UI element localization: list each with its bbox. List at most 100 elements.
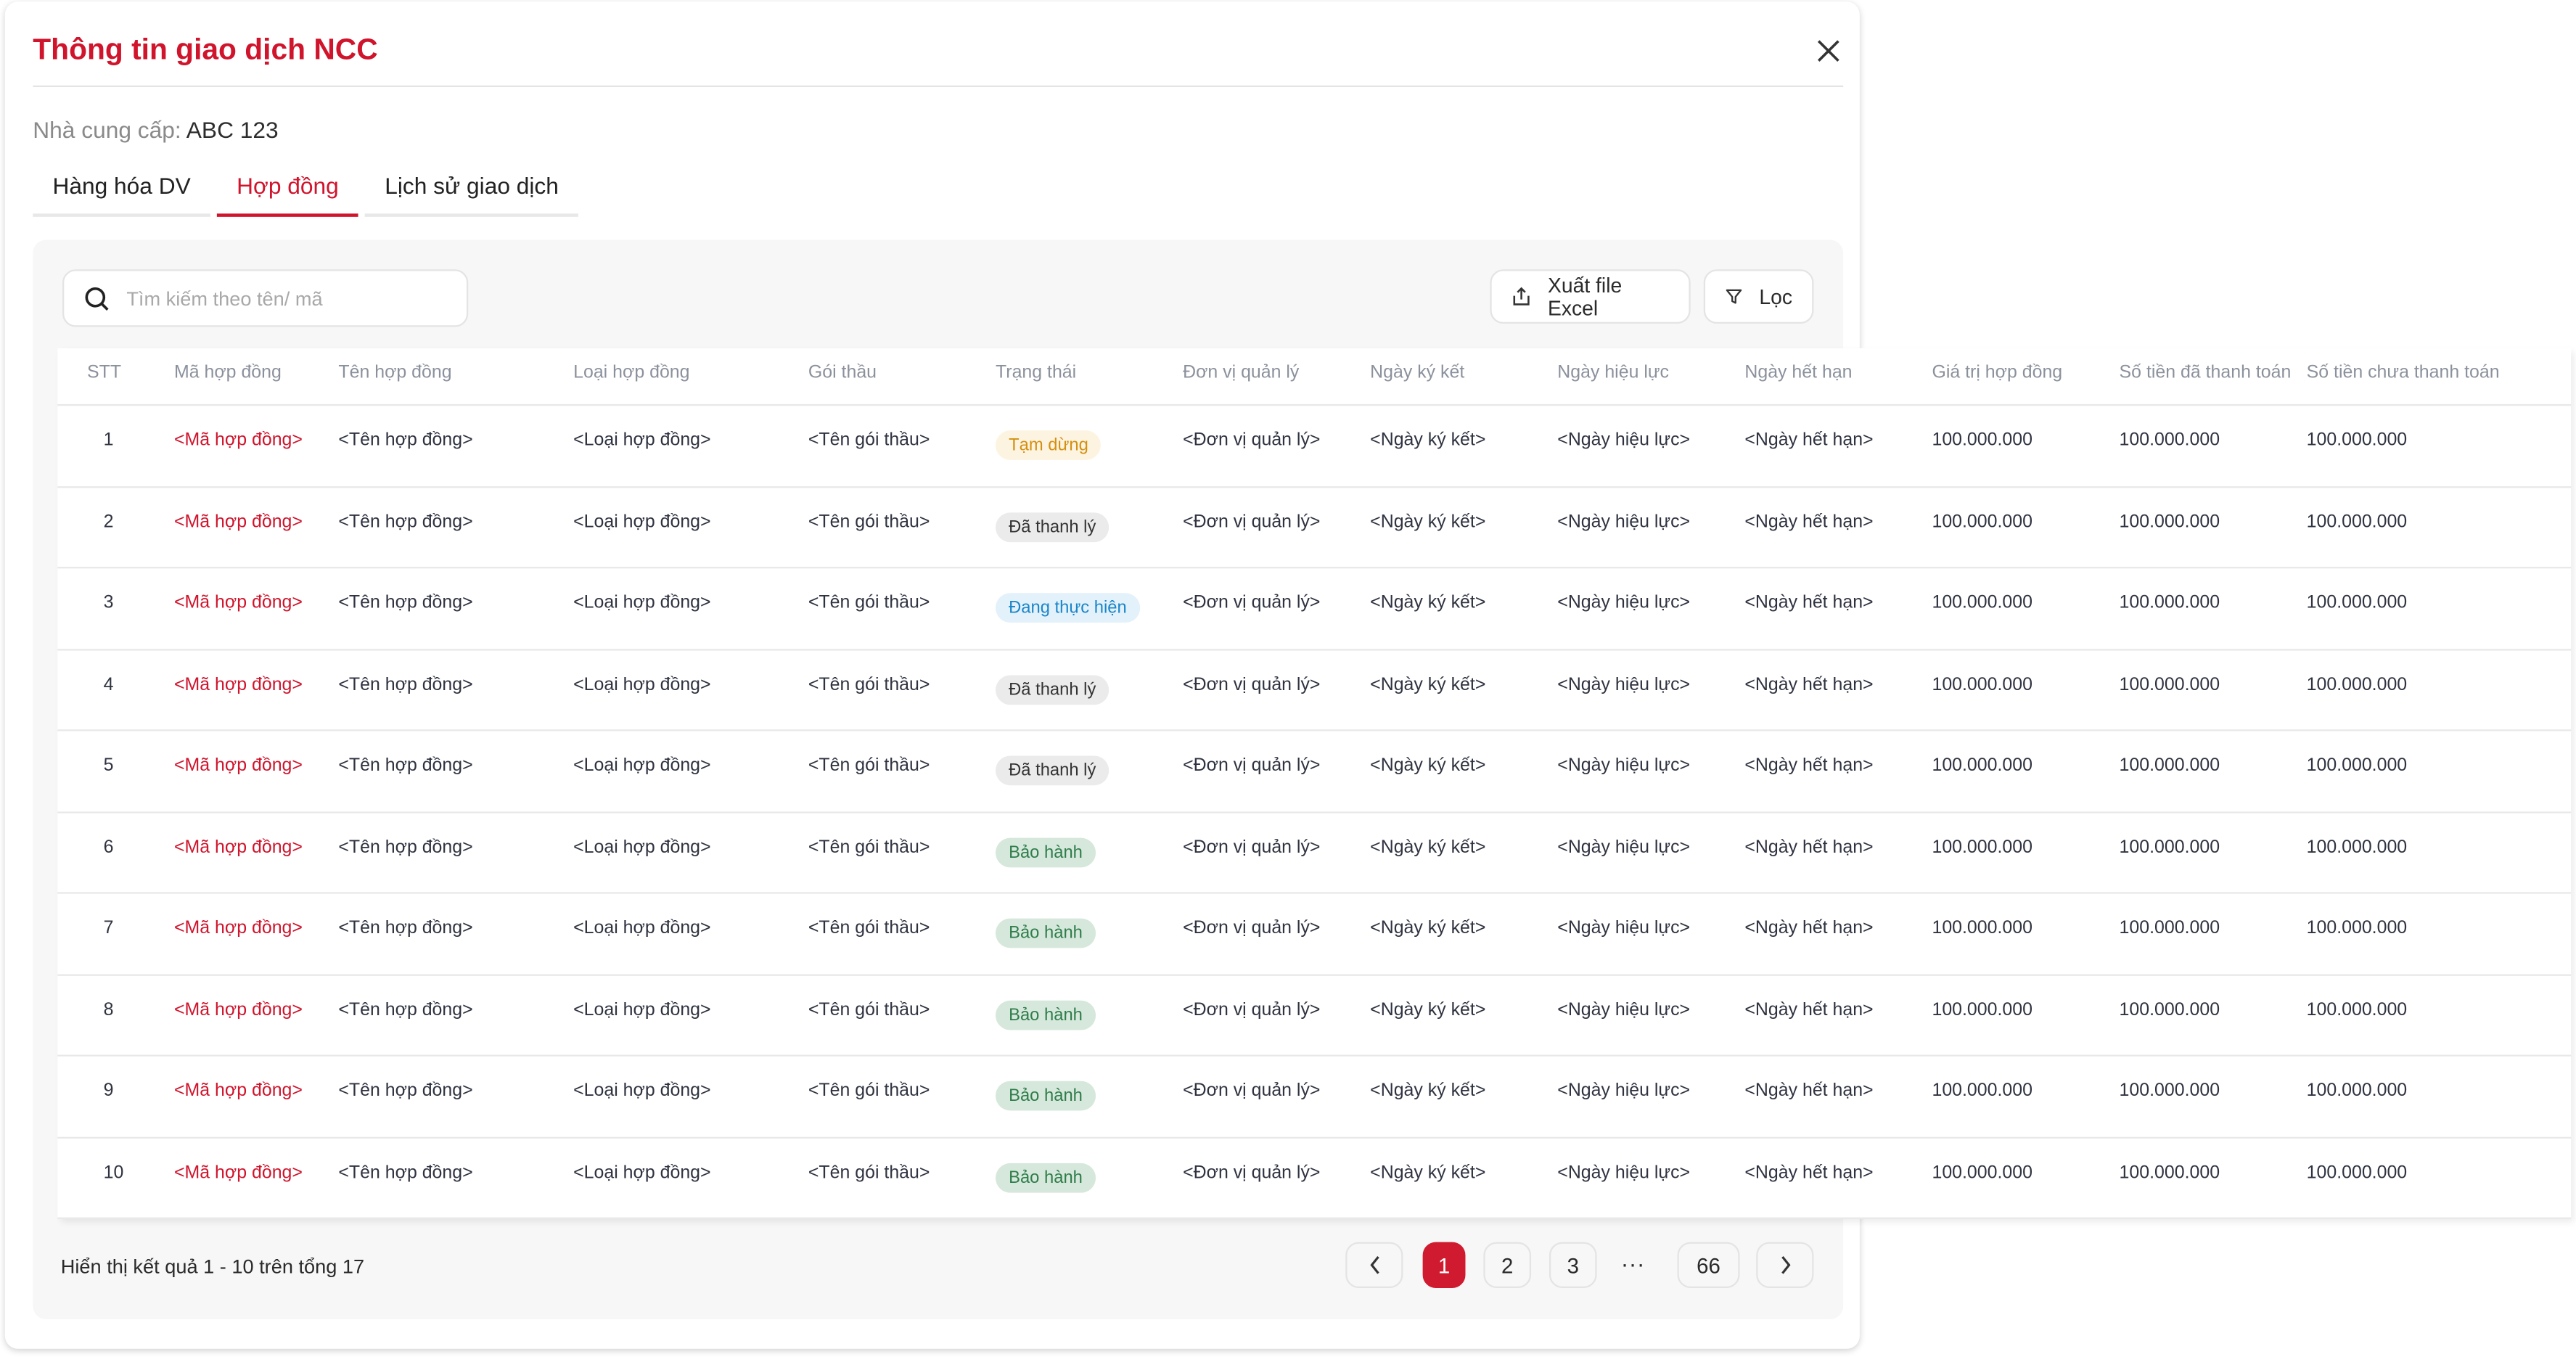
table-row[interactable]: 3 <Mã hợp đồng> <Tên hợp đồng> <Loại hợp đồ…	[57, 568, 2572, 650]
column-header-paid-amount: Số tiền đã thanh toán	[2119, 363, 2292, 383]
cell-unpaid-amount: 100.000.000	[2306, 1162, 2408, 1182]
cell-contract-code[interactable]: <Mã hợp đồng>	[173, 837, 303, 857]
tab-goods-services[interactable]: Hàng hóa DV	[33, 173, 210, 217]
cell-unpaid-amount: 100.000.000	[2306, 837, 2408, 857]
search-box[interactable]	[62, 269, 469, 327]
cell-paid-amount: 100.000.000	[2119, 674, 2220, 694]
cell-contract-type: <Loại hợp đồng>	[573, 755, 711, 776]
cell-unpaid-amount: 100.000.000	[2306, 512, 2408, 532]
next-page-button[interactable]	[1756, 1242, 1814, 1288]
cell-expiry-date: <Ngày hết hạn>	[1744, 999, 1874, 1020]
cell-contract-type: <Loại hợp đồng>	[573, 1081, 711, 1101]
cell-management-unit: <Đơn vị quản lý>	[1183, 674, 1321, 694]
table-row[interactable]: 5 <Mã hợp đồng> <Tên hợp đồng> <Loại hợp đồ…	[57, 731, 2572, 813]
cell-sign-date: <Ngày ký kết>	[1370, 1162, 1486, 1182]
cell-stt: 10	[103, 1162, 124, 1182]
cell-package: <Tên gói thầu>	[808, 1081, 930, 1101]
last-page-button[interactable]: 66	[1677, 1242, 1740, 1288]
cell-unpaid-amount: 100.000.000	[2306, 430, 2408, 451]
status-badge: Tạm dừng	[995, 430, 1102, 460]
column-header-expiry-date: Ngày hết hạn	[1744, 363, 1853, 383]
cell-expiry-date: <Ngày hết hạn>	[1744, 755, 1874, 776]
cell-effective-date: <Ngày hiệu lực>	[1557, 999, 1691, 1020]
filter-icon	[1726, 289, 1742, 304]
cell-expiry-date: <Ngày hết hạn>	[1744, 593, 1874, 613]
table-row[interactable]: 10 <Mã hợp đồng> <Tên hợp đồng> <Loại hợp đ…	[57, 1138, 2572, 1219]
status-badge: Bảo hành	[995, 837, 1096, 867]
chevron-left-icon	[1369, 1255, 1379, 1274]
supplier-info: Nhà cung cấp: ABC 123	[33, 117, 278, 143]
cell-contract-value: 100.000.000	[1932, 593, 2033, 613]
cell-package: <Tên gói thầu>	[808, 918, 930, 938]
status-badge: Bảo hành	[995, 918, 1096, 948]
cell-contract-type: <Loại hợp đồng>	[573, 593, 711, 613]
supplier-label: Nhà cung cấp:	[33, 116, 181, 143]
status-badge: Đã thanh lý	[995, 674, 1109, 705]
cell-unpaid-amount: 100.000.000	[2306, 674, 2408, 694]
cell-contract-name: <Tên hợp đồng>	[338, 918, 473, 938]
cell-contract-code[interactable]: <Mã hợp đồng>	[173, 1081, 303, 1101]
page-2-button[interactable]: 2	[1483, 1242, 1532, 1288]
cell-stt: 2	[103, 512, 114, 532]
cell-contract-value: 100.000.000	[1932, 674, 2033, 694]
cell-package: <Tên gói thầu>	[808, 999, 930, 1020]
cell-contract-code[interactable]: <Mã hợp đồng>	[173, 430, 303, 451]
cell-paid-amount: 100.000.000	[2119, 837, 2220, 857]
table-row[interactable]: 4 <Mã hợp đồng> <Tên hợp đồng> <Loại hợp đồ…	[57, 649, 2572, 731]
tab-transaction-history[interactable]: Lịch sử giao dịch	[365, 173, 579, 217]
cell-contract-code[interactable]: <Mã hợp đồng>	[173, 755, 303, 776]
cell-contract-code[interactable]: <Mã hợp đồng>	[173, 593, 303, 613]
column-header-contract-code: Mã hợp đồng	[173, 363, 282, 383]
cell-management-unit: <Đơn vị quản lý>	[1183, 593, 1321, 613]
prev-page-button[interactable]	[1345, 1242, 1403, 1288]
search-input[interactable]	[123, 284, 443, 312]
page-3-button[interactable]: 3	[1549, 1242, 1597, 1288]
cell-contract-code[interactable]: <Mã hợp đồng>	[173, 1162, 303, 1182]
table-row[interactable]: 8 <Mã hợp đồng> <Tên hợp đồng> <Loại hợp đồ…	[57, 975, 2572, 1057]
cell-stt: 9	[103, 1081, 114, 1101]
tab-contracts[interactable]: Hợp đồng	[216, 173, 358, 217]
column-header-contract-name: Tên hợp đồng	[338, 363, 452, 383]
cell-contract-code[interactable]: <Mã hợp đồng>	[173, 999, 303, 1020]
cell-contract-value: 100.000.000	[1932, 999, 2033, 1020]
cell-contract-value: 100.000.000	[1932, 430, 2033, 451]
page-1-button[interactable]: 1	[1422, 1242, 1466, 1288]
cell-stt: 6	[103, 837, 114, 857]
close-icon[interactable]	[1812, 35, 1845, 67]
cell-contract-type: <Loại hợp đồng>	[573, 1162, 711, 1182]
cell-effective-date: <Ngày hiệu lực>	[1557, 918, 1691, 938]
cell-unpaid-amount: 100.000.000	[2306, 755, 2408, 776]
table-row[interactable]: 9 <Mã hợp đồng> <Tên hợp đồng> <Loại hợp đồ…	[57, 1057, 2572, 1138]
cell-sign-date: <Ngày ký kết>	[1370, 837, 1486, 857]
table-row[interactable]: 7 <Mã hợp đồng> <Tên hợp đồng> <Loại hợp đồ…	[57, 894, 2572, 975]
cell-contract-value: 100.000.000	[1932, 1162, 2033, 1182]
table-row[interactable]: 1 <Mã hợp đồng> <Tên hợp đồng> <Loại hợp đồ…	[57, 406, 2572, 488]
cell-management-unit: <Đơn vị quản lý>	[1183, 837, 1321, 857]
status-badge: Bảo hành	[995, 1162, 1096, 1192]
cell-contract-code[interactable]: <Mã hợp đồng>	[173, 918, 303, 938]
cell-expiry-date: <Ngày hết hạn>	[1744, 1162, 1874, 1182]
column-header-contract-value: Giá trị hợp đồng	[1932, 363, 2063, 383]
table-row[interactable]: 2 <Mã hợp đồng> <Tên hợp đồng> <Loại hợp đồ…	[57, 487, 2572, 569]
cell-expiry-date: <Ngày hết hạn>	[1744, 512, 1874, 532]
cell-contract-name: <Tên hợp đồng>	[338, 999, 473, 1020]
cell-sign-date: <Ngày ký kết>	[1370, 999, 1486, 1020]
cell-contract-name: <Tên hợp đồng>	[338, 593, 473, 613]
tab-bar: Hàng hóa DV Hợp đồng Lịch sử giao dịch	[33, 173, 585, 217]
cell-management-unit: <Đơn vị quản lý>	[1183, 1081, 1321, 1101]
cell-package: <Tên gói thầu>	[808, 755, 930, 776]
header-divider	[33, 85, 1844, 87]
status-badge: Đã thanh lý	[995, 755, 1109, 786]
cell-paid-amount: 100.000.000	[2119, 755, 2220, 776]
column-header-sign-date: Ngày ký kết	[1370, 363, 1465, 383]
table-row[interactable]: 6 <Mã hợp đồng> <Tên hợp đồng> <Loại hợp đồ…	[57, 813, 2572, 894]
filter-button[interactable]: Lọc	[1703, 269, 1814, 324]
cell-package: <Tên gói thầu>	[808, 837, 930, 857]
cell-contract-code[interactable]: <Mã hợp đồng>	[173, 512, 303, 532]
export-excel-button[interactable]: Xuất file Excel	[1490, 269, 1691, 324]
cell-effective-date: <Ngày hiệu lực>	[1557, 430, 1691, 451]
cell-contract-code[interactable]: <Mã hợp đồng>	[173, 674, 303, 694]
cell-management-unit: <Đơn vị quản lý>	[1183, 512, 1321, 532]
cell-sign-date: <Ngày ký kết>	[1370, 1081, 1486, 1101]
cell-sign-date: <Ngày ký kết>	[1370, 430, 1486, 451]
